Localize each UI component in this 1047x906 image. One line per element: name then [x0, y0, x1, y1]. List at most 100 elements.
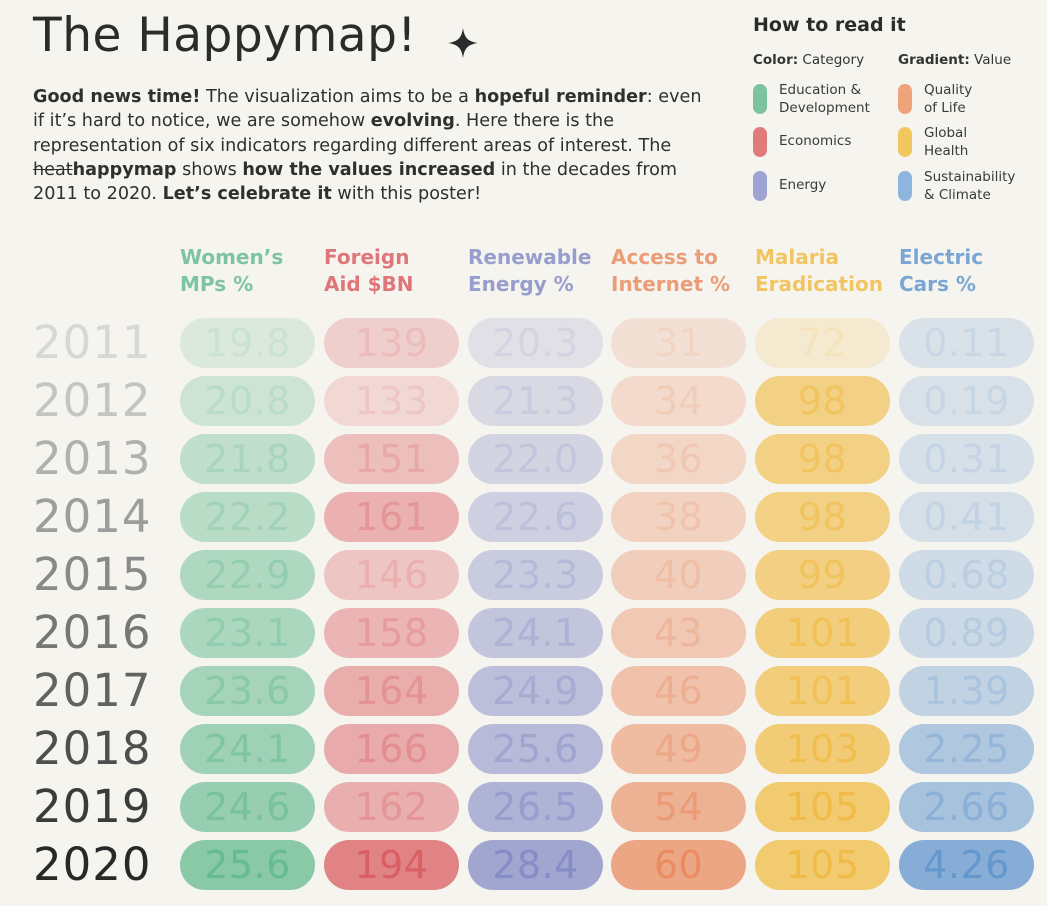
year-label: 2014	[33, 490, 152, 543]
heatmap-cell: 36	[611, 434, 746, 484]
legend-label: Energy	[779, 177, 827, 193]
heatmap-cell: 0.19	[899, 376, 1034, 426]
year-label: 2015	[33, 548, 152, 601]
heatmap-cell: 21.8	[180, 434, 315, 484]
year-label: 2016	[33, 606, 152, 659]
legend-swatch	[898, 127, 912, 157]
heatmap-cell: 24.1	[468, 608, 603, 658]
heatmap-cell: 133	[324, 376, 459, 426]
legend-swatch	[753, 171, 767, 201]
intro-text-5: in the decades from 2011 to 2020.	[33, 159, 678, 205]
column-header: Malaria Eradication	[755, 245, 883, 296]
heatmap-cell: 49	[611, 724, 746, 774]
year-label: 2017	[33, 664, 152, 717]
legend-gradient-value: Value	[969, 52, 1012, 68]
intro-text-3: . Here there is the representation of si…	[33, 111, 672, 156]
heatmap-cell: 22.6	[468, 492, 603, 542]
heatmap-cell: 4.26	[899, 840, 1034, 890]
intro-bold-3: evolving	[370, 111, 455, 132]
heatmap-cell: 22.9	[180, 550, 315, 600]
heatmap-cell: 1.39	[899, 666, 1034, 716]
heatmap-cell: 21.3	[468, 376, 603, 426]
heatmap-cell: 43	[611, 608, 746, 658]
heatmap-cell: 161	[324, 492, 459, 542]
sparkle-icon	[448, 28, 478, 58]
column-header: Electric Cars %	[899, 245, 984, 296]
year-label: 2020	[33, 838, 152, 891]
year-label: 2013	[33, 432, 152, 485]
heatmap-cell: 162	[324, 782, 459, 832]
intro-bold-1: Good news time!	[33, 87, 201, 107]
intro-bold-4: happymap	[72, 159, 177, 180]
legend-color-caption: Color: Category	[753, 52, 864, 68]
year-label: 2011	[33, 316, 152, 369]
intro-bold-6: Let’s celebrate it	[162, 184, 332, 205]
column-header: Access to Internet %	[611, 245, 731, 296]
heatmap-cell: 25.6	[180, 840, 315, 890]
heatmap-cell: 0.89	[899, 608, 1034, 658]
legend-swatch	[898, 171, 912, 201]
legend-swatch	[753, 84, 767, 114]
heatmap-cell: 23.6	[180, 666, 315, 716]
heatmap-cell: 25.6	[468, 724, 603, 774]
heatmap-cell: 151	[324, 434, 459, 484]
heatmap-cell: 46	[611, 666, 746, 716]
heatmap-cell: 28.4	[468, 840, 603, 890]
year-label: 2018	[33, 722, 152, 775]
intro-text-6: with this poster!	[331, 184, 482, 205]
heatmap-cell: 98	[755, 434, 890, 484]
heatmap-cell: 0.31	[899, 434, 1034, 484]
legend-label: Quality of Life	[924, 82, 973, 116]
heatmap-cell: 0.68	[899, 550, 1034, 600]
legend-label: Global Health	[924, 125, 969, 159]
title-text: The Happymap!	[33, 8, 417, 63]
heatmap-cell: 38	[611, 492, 746, 542]
heatmap-cell: 0.11	[899, 318, 1034, 368]
heatmap-cell: 60	[611, 840, 746, 890]
heatmap-cell: 24.1	[180, 724, 315, 774]
column-header: Renewable Energy %	[468, 245, 592, 296]
heatmap-cell: 0.41	[899, 492, 1034, 542]
legend-label: Sustainability & Climate	[924, 169, 1016, 203]
heatmap-cell: 139	[324, 318, 459, 368]
legend-label: Economics	[779, 133, 852, 149]
heatmap-cell: 24.9	[468, 666, 603, 716]
heatmap-cell: 23.1	[180, 608, 315, 658]
heatmap-cell: 72	[755, 318, 890, 368]
heatmap-cell: 105	[755, 840, 890, 890]
legend: How to read it Color: Category Gradient:…	[753, 14, 1043, 203]
heatmap-cell: 2.66	[899, 782, 1034, 832]
legend-label: Education & Development	[779, 82, 870, 116]
heatmap-cell: 20.8	[180, 376, 315, 426]
heatmap-cell: 22.0	[468, 434, 603, 484]
heatmap-cell: 166	[324, 724, 459, 774]
legend-title: How to read it	[753, 14, 906, 36]
heatmap-cell: 23.3	[468, 550, 603, 600]
intro-text-2: : even if it’s hard to notice, we are so…	[33, 87, 702, 132]
heatmap-cell: 101	[755, 608, 890, 658]
heatmap-cell: 2.25	[899, 724, 1034, 774]
legend-gradient-caption: Gradient: Value	[898, 52, 1011, 68]
year-label: 2019	[33, 780, 152, 833]
intro-paragraph: Good news time! The visualization aims t…	[33, 85, 703, 206]
heatmap-cell: 20.3	[468, 318, 603, 368]
intro-text-1: The visualization aims to be a	[200, 87, 475, 107]
heatmap-cell: 164	[324, 666, 459, 716]
column-header: Foreign Aid $BN	[324, 245, 414, 296]
legend-color-value: Category	[798, 52, 865, 68]
intro-bold-5: how the values increased	[242, 159, 496, 180]
heatmap-cell: 34	[611, 376, 746, 426]
heatmap-cell: 98	[755, 492, 890, 542]
legend-gradient-label: Gradient:	[898, 52, 970, 68]
heatmap-cell: 146	[324, 550, 459, 600]
heatmap-cell: 31	[611, 318, 746, 368]
heatmap-cell: 19.8	[180, 318, 315, 368]
legend-swatch	[898, 84, 912, 114]
column-header: Women’s MPs %	[180, 245, 284, 296]
intro-bold-2: hopeful reminder	[474, 87, 647, 107]
heatmap-cell: 22.2	[180, 492, 315, 542]
heatmap-cell: 194	[324, 840, 459, 890]
heatmap-cell: 103	[755, 724, 890, 774]
heatmap-cell: 105	[755, 782, 890, 832]
heatmap-cell: 24.6	[180, 782, 315, 832]
